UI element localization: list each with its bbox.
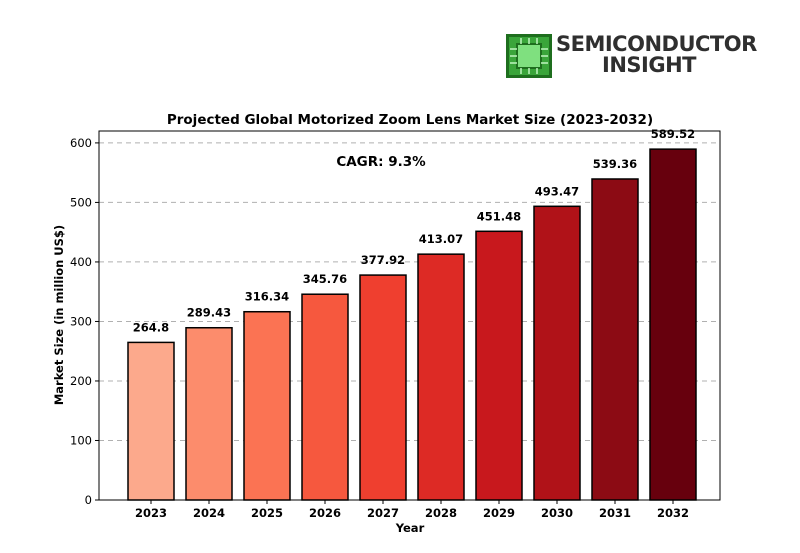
data-label-2030: 493.47 [535, 184, 579, 198]
data-label-2027: 377.92 [361, 253, 405, 267]
chip-logo-icon [506, 34, 552, 78]
x-tick-label: 2026 [309, 506, 341, 520]
data-label-2028: 413.07 [419, 232, 463, 246]
x-tick-label: 2023 [135, 506, 167, 520]
bar-2027 [359, 274, 407, 501]
y-tick-label: 400 [70, 255, 92, 269]
data-label-2024: 289.43 [187, 306, 231, 320]
y-tick-label: 100 [70, 433, 92, 447]
chart-title: Projected Global Motorized Zoom Lens Mar… [167, 112, 653, 128]
cagr-annotation: CAGR: 9.3% [336, 154, 426, 170]
data-label-2026: 345.76 [303, 272, 347, 286]
x-tick-label: 2030 [541, 506, 573, 520]
y-tick-label: 600 [70, 136, 92, 150]
x-tick-label: 2027 [367, 506, 399, 520]
bar-2029 [475, 230, 523, 501]
data-label-2029: 451.48 [477, 209, 521, 223]
x-tick-label: 2028 [425, 506, 457, 520]
bar-2023 [127, 341, 175, 501]
logo: SEMICONDUCTOR INSIGHT [506, 34, 757, 80]
bar-2031 [591, 178, 639, 501]
y-axis-ticks: 0 100 200 300 400 500 600 [70, 136, 99, 507]
x-tick-label: 2031 [599, 506, 631, 520]
data-label-2023: 264.8 [133, 320, 169, 334]
y-tick-label: 0 [85, 493, 92, 507]
logo-line-2: INSIGHT [602, 53, 696, 77]
bar-2032 [649, 148, 697, 501]
bar-2030 [533, 205, 581, 501]
data-label-2025: 316.34 [245, 290, 289, 304]
x-axis-ticks: 2023 2024 2025 2026 2027 2028 2029 2030 2031 2032 [135, 500, 689, 520]
x-tick-label: 2024 [193, 506, 225, 520]
bar-2024 [185, 326, 233, 501]
plot-frame [98, 130, 721, 501]
bars [127, 148, 697, 501]
logo-text: SEMICONDUCTOR INSIGHT [556, 34, 757, 76]
x-tick-label: 2025 [251, 506, 283, 520]
y-axis-label: Market Size (in million US$) [52, 225, 66, 405]
y-tick-label: 300 [70, 314, 92, 328]
y-tick-label: 200 [70, 374, 92, 388]
bar-2025 [243, 310, 291, 501]
x-tick-label: 2029 [483, 506, 515, 520]
bar-2026 [301, 293, 349, 501]
bar-2028 [417, 253, 465, 501]
data-label-2031: 539.36 [593, 157, 637, 171]
data-label-2032: 589.52 [651, 127, 695, 141]
x-tick-label: 2032 [657, 506, 689, 520]
logo-line-1: SEMICONDUCTOR [556, 32, 757, 56]
y-tick-label: 500 [70, 195, 92, 209]
x-axis-label: Year [395, 521, 425, 535]
